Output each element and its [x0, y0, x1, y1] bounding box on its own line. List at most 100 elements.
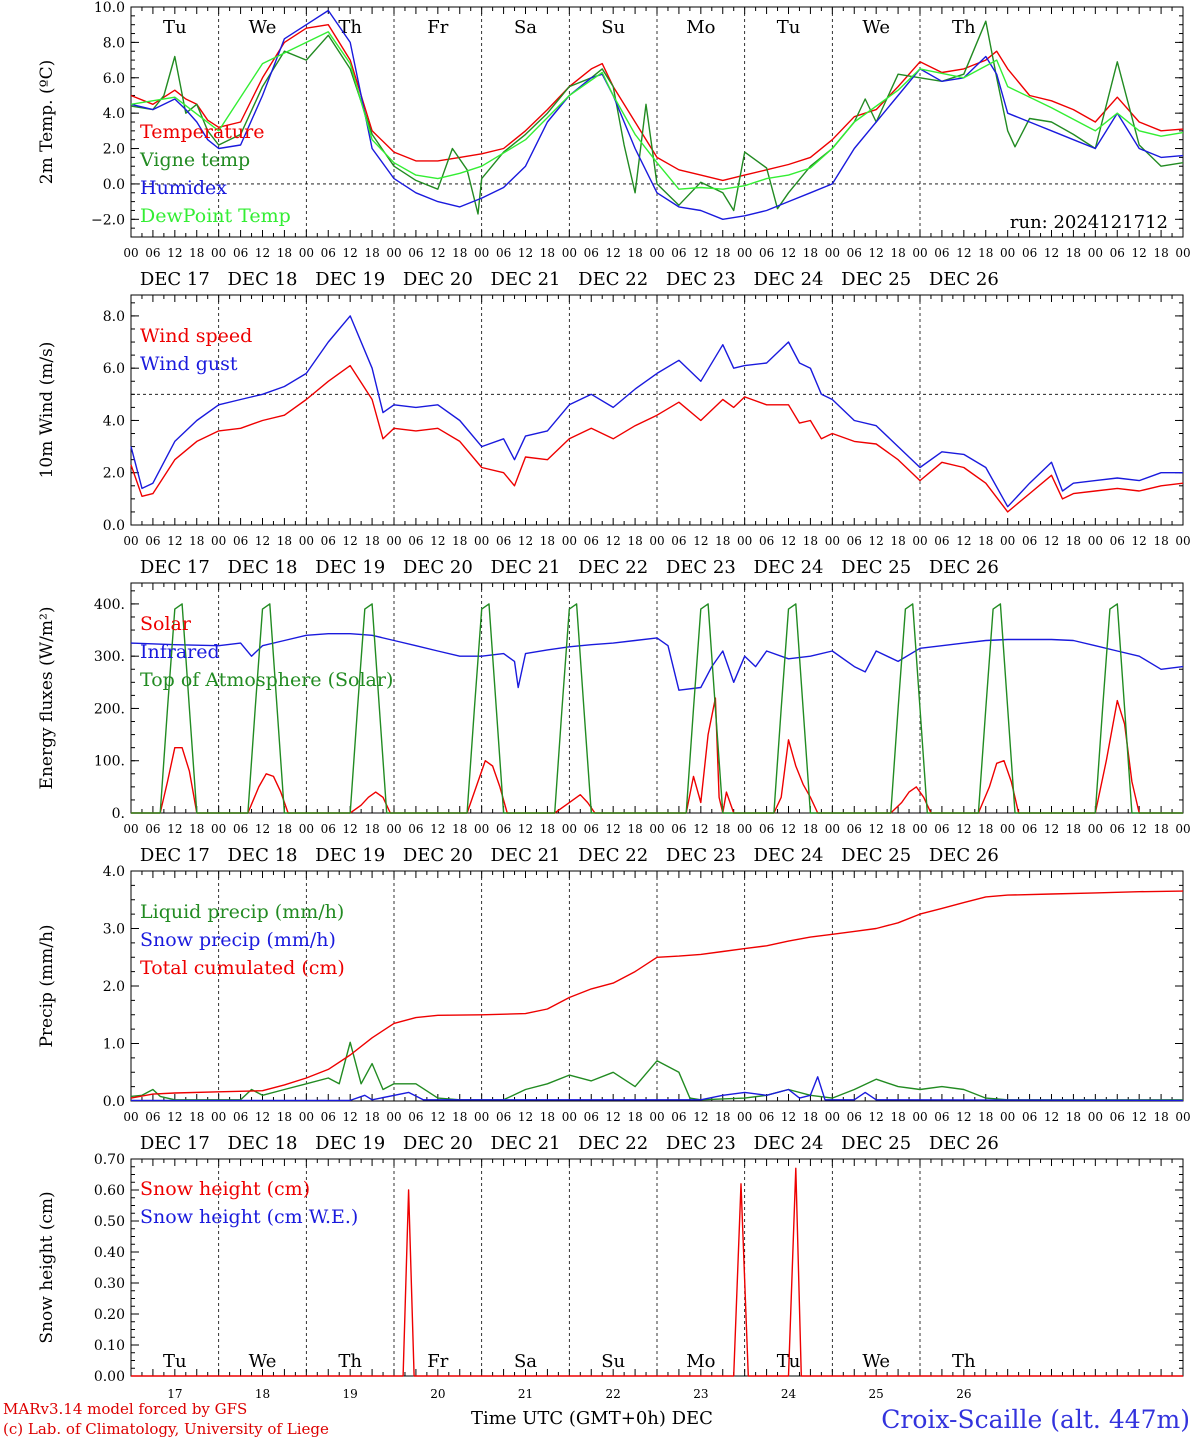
hour-tick-label: 06 [759, 822, 774, 836]
hour-tick-label: 18 [364, 822, 379, 836]
weekday-label: Su [601, 17, 625, 38]
hour-tick-label: 00 [1175, 822, 1190, 836]
hour-tick-label: 18 [1153, 246, 1168, 260]
hour-tick-label: 18 [189, 534, 204, 548]
hour-tick-label: 00 [1000, 1110, 1015, 1124]
date-label: DEC 20 [403, 1133, 473, 1154]
hour-tick-label: 06 [1110, 1110, 1125, 1124]
hour-tick-label: 12 [1044, 534, 1059, 548]
hour-tick-label: 12 [255, 246, 270, 260]
hour-tick-label: 18 [627, 822, 642, 836]
series-line-red [131, 1167, 1183, 1377]
hour-tick-label: 00 [649, 246, 664, 260]
hour-tick-label: 00 [737, 246, 752, 260]
y-tick-label: 200. [94, 701, 125, 717]
hour-tick-label: 12 [1132, 1110, 1147, 1124]
hour-tick-label: 00 [299, 1110, 314, 1124]
hour-tick-label: 18 [277, 246, 292, 260]
hour-tick-label: 00 [386, 1110, 401, 1124]
hour-tick-label: 18 [189, 1110, 204, 1124]
y-tick-label: 300. [94, 649, 125, 665]
hour-tick-label: 00 [299, 246, 314, 260]
date-label: DEC 24 [754, 269, 824, 290]
y-tick-label: 0.20 [94, 1307, 125, 1323]
hour-tick-label: 12 [693, 534, 708, 548]
hour-tick-label: 00 [123, 246, 138, 260]
hour-tick-label: 18 [978, 1110, 993, 1124]
hour-tick-label: 12 [518, 1110, 533, 1124]
hour-tick-label: 00 [825, 1110, 840, 1124]
y-tick-label: 2.0 [103, 142, 125, 158]
hour-tick-label: 06 [934, 1110, 949, 1124]
series-line-blue [130, 315, 1183, 508]
weekday-label: Th [338, 17, 362, 38]
hour-tick-label: 00 [912, 534, 927, 548]
day-number-label: 19 [343, 1387, 358, 1401]
hour-tick-label: 12 [606, 534, 621, 548]
series-line-green [130, 1041, 1183, 1101]
credit-line-1: MARv3.14 model forced by GFS [3, 1400, 247, 1418]
hour-tick-label: 06 [408, 534, 423, 548]
hour-tick-label: 12 [869, 246, 884, 260]
hour-tick-label: 06 [233, 822, 248, 836]
hour-tick-label: 12 [956, 822, 971, 836]
hour-tick-label: 18 [803, 822, 818, 836]
hour-tick-label: 00 [1175, 1110, 1190, 1124]
hour-tick-label: 06 [934, 534, 949, 548]
date-label: DEC 22 [578, 845, 648, 866]
date-label: DEC 19 [315, 1133, 385, 1154]
legend-entry: Snow height (cm W.E.) [140, 1206, 358, 1228]
y-tick-label: 100. [94, 754, 125, 770]
series-line-blue [130, 633, 1184, 691]
hour-tick-label: 06 [671, 534, 686, 548]
date-label: DEC 21 [491, 1133, 561, 1154]
hour-tick-label: 18 [890, 534, 905, 548]
weekday-label: We [249, 1351, 277, 1372]
credit-line-2: (c) Lab. of Climatology, University of L… [3, 1420, 329, 1438]
hour-tick-label: 12 [1132, 822, 1147, 836]
hour-tick-label: 18 [540, 534, 555, 548]
hour-tick-label: 00 [211, 534, 226, 548]
y-tick-label: 0.00 [94, 1369, 125, 1385]
hour-tick-label: 12 [781, 246, 796, 260]
hour-tick-label: 06 [145, 822, 160, 836]
hour-tick-label: 00 [123, 534, 138, 548]
hour-tick-label: 18 [890, 246, 905, 260]
date-label: DEC 19 [315, 845, 385, 866]
weekday-label: We [862, 17, 890, 38]
hour-tick-label: 06 [321, 822, 336, 836]
hour-tick-label: 06 [1022, 534, 1037, 548]
hour-tick-label: 06 [321, 534, 336, 548]
hour-tick-label: 06 [408, 822, 423, 836]
hour-tick-label: 06 [1022, 822, 1037, 836]
hour-tick-label: 12 [1044, 822, 1059, 836]
hour-tick-label: 12 [430, 534, 445, 548]
hour-tick-label: 18 [364, 246, 379, 260]
hour-tick-label: 18 [452, 534, 467, 548]
hour-tick-label: 06 [145, 1110, 160, 1124]
series-line-blue [130, 9, 1184, 221]
y-tick-label: 0. [112, 806, 125, 822]
hour-tick-label: 00 [912, 1110, 927, 1124]
hour-tick-label: 00 [474, 1110, 489, 1124]
hour-tick-label: 12 [869, 534, 884, 548]
hour-tick-label: 06 [1022, 1110, 1037, 1124]
legend-entry: Snow height (cm) [140, 1178, 310, 1200]
hour-tick-label: 12 [693, 246, 708, 260]
hour-tick-label: 06 [847, 1110, 862, 1124]
hour-tick-label: 00 [211, 1110, 226, 1124]
date-label: DEC 18 [228, 1133, 298, 1154]
weekday-label: Fr [427, 17, 448, 38]
series-line-red [130, 890, 1184, 1099]
hour-tick-label: 12 [167, 1110, 182, 1124]
hour-tick-label: 18 [364, 1110, 379, 1124]
weekday-label: Mo [686, 17, 715, 38]
hour-tick-label: 12 [430, 822, 445, 836]
y-axis-label: 2m Temp. (ºC) [37, 60, 57, 185]
date-label: DEC 20 [403, 557, 473, 578]
hour-tick-label: 18 [978, 822, 993, 836]
hour-tick-label: 18 [452, 1110, 467, 1124]
hour-tick-label: 06 [934, 246, 949, 260]
hour-tick-label: 12 [167, 246, 182, 260]
